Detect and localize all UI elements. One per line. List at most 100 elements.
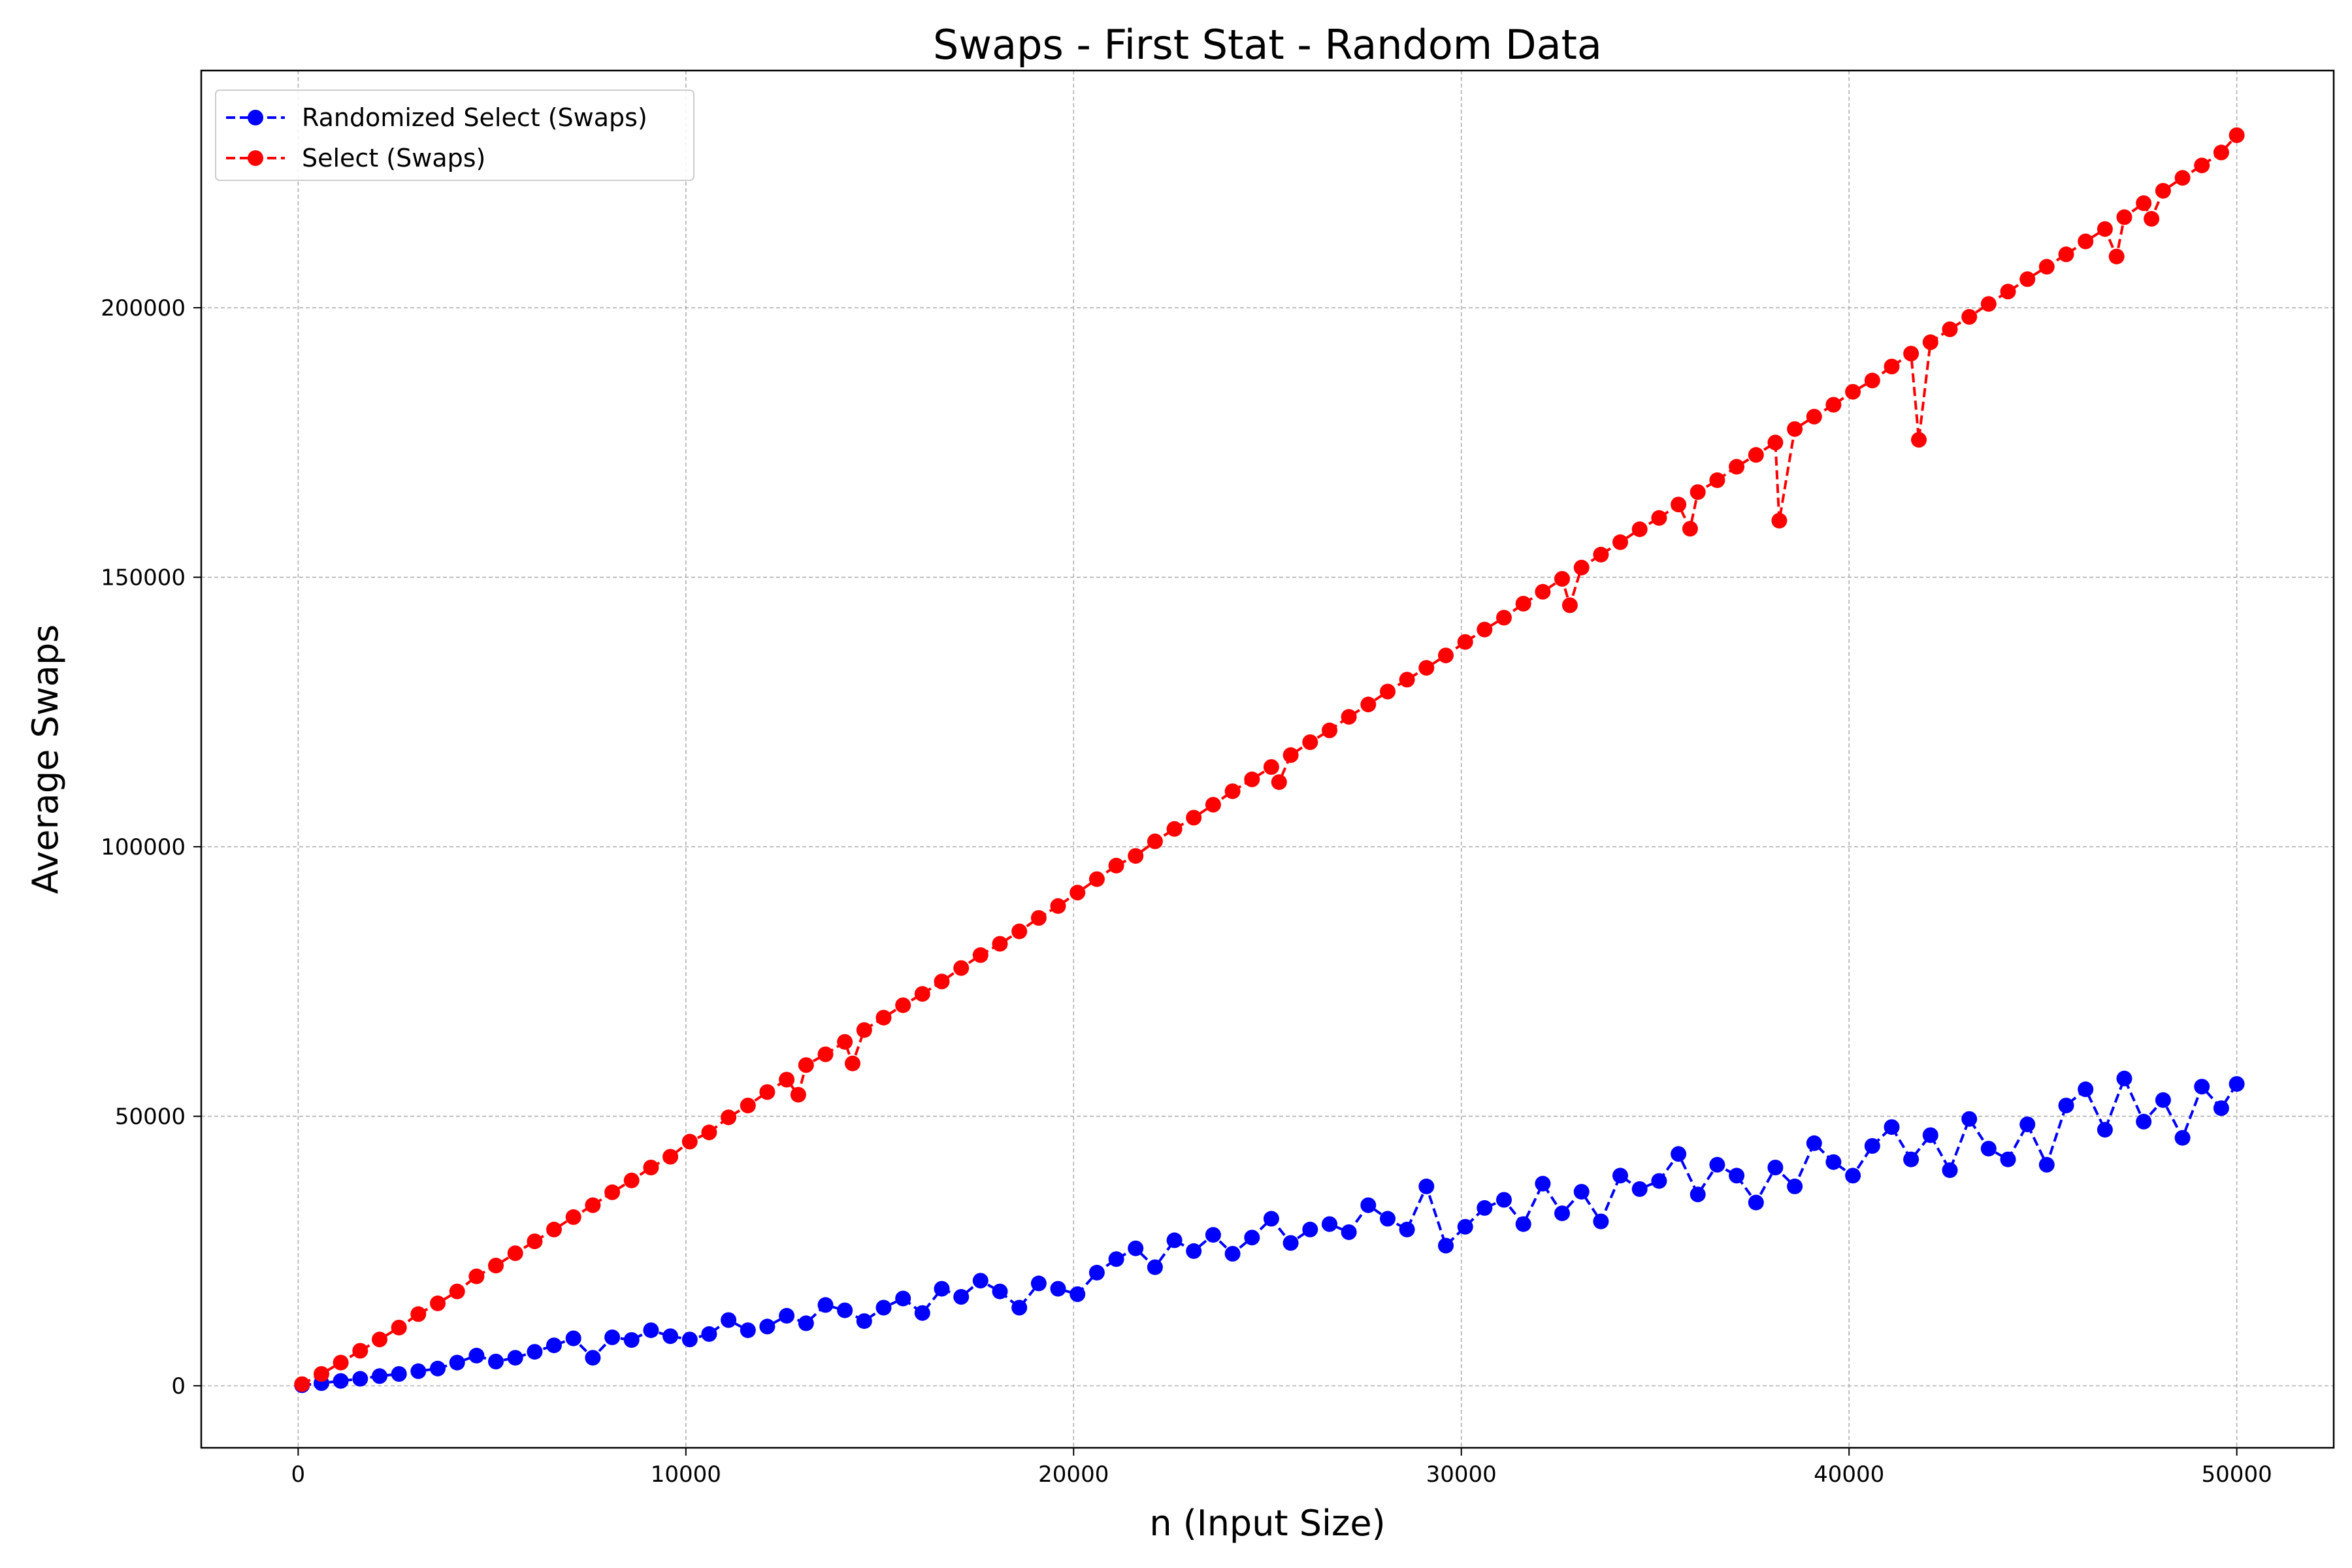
data-point (779, 1071, 795, 1088)
data-point (623, 1332, 640, 1348)
data-point (845, 1055, 860, 1071)
data-point (779, 1307, 795, 1324)
data-point (1030, 910, 1047, 926)
data-point (565, 1330, 581, 1347)
data-point (2155, 1092, 2171, 1108)
data-point (1690, 1186, 1706, 1203)
data-point (333, 1373, 349, 1389)
data-point (1535, 1175, 1551, 1192)
data-point (895, 997, 911, 1013)
y-tick-label: 50000 (115, 1104, 186, 1130)
data-point (1322, 1216, 1337, 1232)
data-point (1612, 534, 1628, 550)
data-point (1561, 597, 1578, 613)
data-point (1128, 1240, 1144, 1256)
data-point (1341, 1224, 1357, 1240)
data-point (914, 1305, 930, 1321)
data-point (953, 960, 970, 976)
data-point (1011, 1299, 1028, 1316)
data-point (604, 1329, 621, 1345)
data-point (1438, 1237, 1454, 1254)
data-point (914, 986, 930, 1002)
data-point (1244, 1230, 1260, 1246)
data-point (2116, 1070, 2132, 1086)
data-point (294, 1376, 310, 1392)
data-point (314, 1366, 329, 1382)
data-point (352, 1343, 368, 1359)
data-point (1748, 1194, 1764, 1211)
data-point (1825, 397, 1842, 413)
data-point (2174, 1130, 2191, 1146)
data-point (1166, 821, 1183, 837)
data-point (2097, 1122, 2113, 1138)
data-point (740, 1098, 756, 1114)
legend-label: Randomized Select (Swaps) (302, 103, 647, 132)
y-axis-label: Average Swaps (25, 625, 66, 894)
data-point (1341, 709, 1357, 725)
data-point (2000, 284, 2016, 300)
data-point (372, 1331, 387, 1348)
data-point (1554, 1205, 1570, 1222)
data-point (643, 1322, 659, 1339)
y-tick-label: 0 (171, 1373, 186, 1399)
data-point (2213, 144, 2229, 161)
data-point (992, 936, 1008, 952)
data-point (1088, 1264, 1105, 1281)
data-point (1457, 634, 1473, 650)
data-point (759, 1318, 776, 1335)
data-point (2213, 1100, 2229, 1117)
legend-marker (248, 150, 263, 166)
data-point (488, 1354, 504, 1369)
y-tick-label: 150000 (101, 565, 186, 591)
data-point (2116, 209, 2132, 225)
data-point (1825, 1154, 1842, 1170)
data-point (1942, 321, 1958, 337)
data-point (1651, 510, 1667, 526)
series-layer (294, 127, 2245, 1394)
legend-label: Select (Swaps) (302, 144, 485, 172)
data-point (643, 1160, 659, 1175)
data-point (1651, 1173, 1667, 1189)
data-point (1205, 796, 1221, 813)
data-point (1302, 734, 1318, 750)
data-point (1166, 1232, 1183, 1249)
x-tick-label: 30000 (1426, 1462, 1497, 1488)
data-point (507, 1350, 523, 1366)
chart-title: Swaps - First Stat - Random Data (933, 21, 1602, 69)
x-axis-label: n (Input Size) (1149, 1503, 1385, 1544)
data-point (1088, 871, 1105, 887)
data-point (1961, 309, 1978, 325)
data-point (1903, 1151, 1919, 1168)
data-point (488, 1258, 504, 1274)
data-point (1070, 885, 1086, 901)
data-point (1457, 1218, 1473, 1235)
data-point (2078, 233, 2094, 250)
data-point (2229, 127, 2245, 143)
data-point (1631, 1181, 1648, 1197)
data-point (546, 1221, 562, 1237)
data-point (1787, 1178, 1803, 1194)
data-point (1147, 833, 1163, 849)
data-point (1573, 559, 1590, 576)
data-point (1980, 1141, 1997, 1157)
data-point (1108, 857, 1124, 874)
data-point (992, 1283, 1008, 1299)
data-point (934, 973, 950, 990)
data-point (1282, 747, 1299, 763)
data-point (2078, 1081, 2094, 1098)
x-tick-label: 40000 (1814, 1462, 1884, 1488)
data-point (1573, 1184, 1590, 1200)
data-point (1050, 1281, 1066, 1297)
data-point (1787, 421, 1803, 437)
data-point (953, 1289, 970, 1305)
data-point (2144, 210, 2160, 227)
x-tick-label: 0 (291, 1462, 306, 1488)
data-point (1961, 1111, 1978, 1127)
data-point (1496, 610, 1512, 626)
data-point (1980, 296, 1997, 312)
legend-entry: Randomized Select (Swaps) (226, 103, 647, 132)
data-point (837, 1034, 853, 1050)
data-point (449, 1354, 465, 1371)
data-point (1030, 1275, 1047, 1292)
x-tick-label: 50000 (2202, 1462, 2272, 1488)
